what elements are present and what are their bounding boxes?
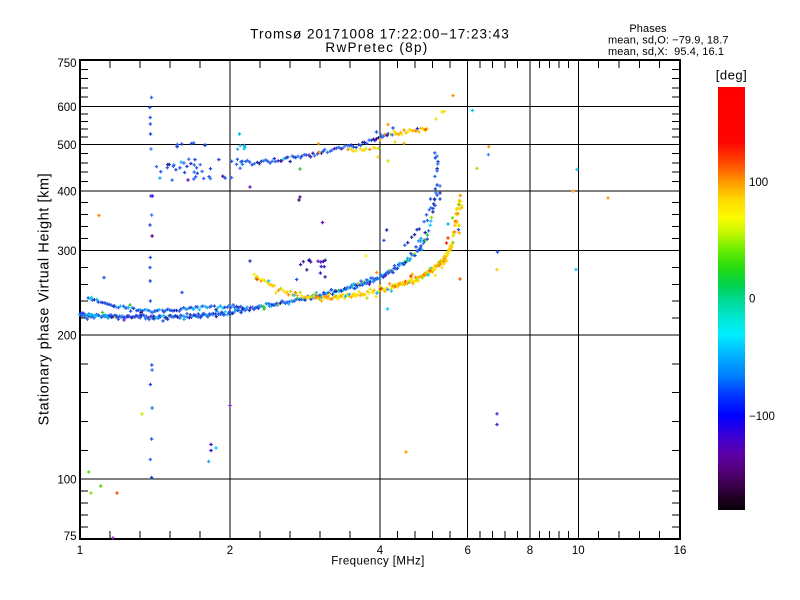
svg-text:200: 200: [57, 331, 76, 343]
svg-text:0: 0: [749, 294, 755, 306]
svg-text:1: 1: [77, 545, 83, 557]
svg-text:RwPretec (8p): RwPretec (8p): [325, 40, 428, 55]
svg-text:Frequency [MHz]: Frequency [MHz]: [331, 556, 425, 568]
svg-text:400: 400: [57, 186, 76, 198]
svg-text:600: 600: [57, 102, 76, 114]
svg-text:−100: −100: [749, 411, 775, 423]
svg-text:mean, sd,O: −79.9, 18.7: mean, sd,O: −79.9, 18.7: [608, 35, 729, 47]
svg-text:75: 75: [64, 531, 77, 543]
svg-text:16: 16: [674, 545, 687, 557]
svg-text:100: 100: [57, 475, 76, 487]
svg-text:500: 500: [57, 140, 76, 152]
svg-text:Tromsø 20171008 17:22:00−17:23: Tromsø 20171008 17:22:00−17:23:43: [250, 27, 510, 42]
svg-text:300: 300: [57, 246, 76, 258]
svg-text:6: 6: [465, 545, 471, 557]
svg-text:mean, sd,X: 95.4, 16.1: mean, sd,X: 95.4, 16.1: [608, 46, 724, 58]
svg-text:Phases: Phases: [629, 23, 667, 35]
svg-text:[deg]: [deg]: [716, 68, 747, 83]
svg-text:10: 10: [572, 545, 585, 557]
svg-text:750: 750: [57, 58, 76, 70]
svg-text:100: 100: [749, 177, 768, 189]
svg-text:4: 4: [377, 545, 384, 557]
svg-text:2: 2: [227, 545, 233, 557]
svg-text:Stationary phase Virtual Heigh: Stationary phase Virtual Height [km]: [37, 173, 53, 426]
svg-text:8: 8: [527, 545, 533, 557]
